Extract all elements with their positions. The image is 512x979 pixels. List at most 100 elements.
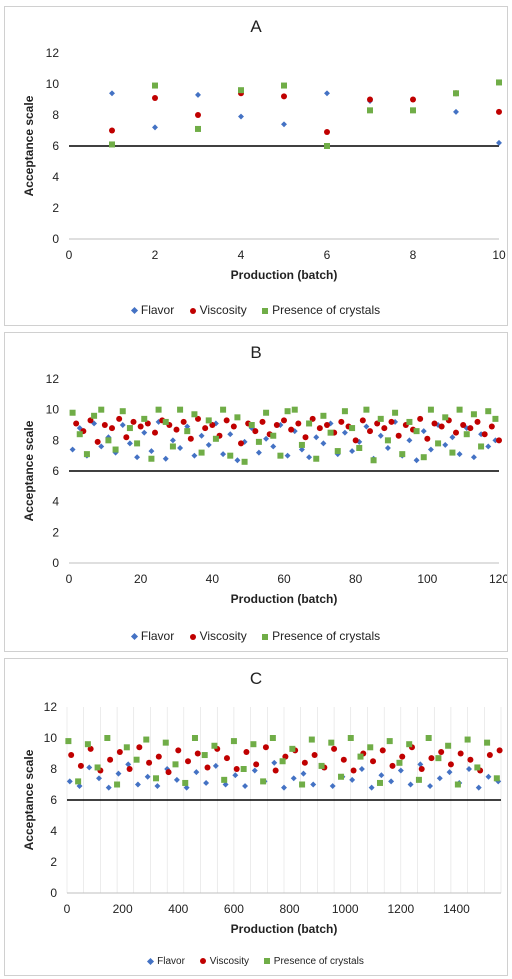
crystals-point [148,455,155,462]
crystals-point [201,752,208,759]
viscosity-point [195,112,201,118]
viscosity-point [338,418,345,425]
x-tick-label: 200 [113,902,133,916]
y-tick-label: 2 [52,201,59,215]
crystals-point [377,415,384,422]
crystals-point [308,736,315,743]
flavor-point [310,781,317,788]
viscosity-point [180,418,187,425]
viscosity-point [238,440,244,447]
y-tick-label: 0 [52,556,59,570]
x-tick-label: 400 [168,902,188,916]
crystals-point [396,759,403,766]
crystals-point [260,778,267,785]
flavor-point [134,781,141,788]
viscosity-point [295,420,302,427]
legend-item-viscosity: Viscosity [199,956,249,967]
crystals-point [291,406,298,413]
flavor-point [378,772,385,779]
crystals-point [341,408,348,415]
viscosity-point [68,752,75,759]
y-tick-label: 6 [52,464,59,478]
crystals-point [119,408,126,415]
y-tick-label: 10 [46,77,60,91]
y-tick-label: 2 [52,525,59,539]
legend-label: Viscosity [199,629,247,643]
crystals-point [427,406,434,413]
chart-panel-a: A 0 2 4 6 8 10 12 0 2 4 6 8 10 Production (batch) Acce… [4,6,508,326]
crystals-point [320,412,327,419]
viscosity-point [272,767,279,774]
x-tick-label: 80 [349,572,363,586]
flavor-point [324,90,330,97]
flavor-point [300,770,307,777]
crystals-point [250,741,257,748]
crystals-point [184,428,191,435]
crystals-point [169,443,176,450]
y-tick-label: 8 [50,762,57,776]
crystals-point [75,778,82,785]
crystals-point [141,415,148,422]
crystals-point [338,773,345,780]
legend-label: Flavor [157,956,185,967]
crystals-point [279,758,286,765]
flavor-point [358,766,365,772]
y-tick-label: 0 [52,232,59,246]
crystals-point [399,451,406,458]
flavor-point [406,437,413,444]
crystals-point [195,125,201,132]
y-tick-label: 8 [52,433,59,447]
crystals-point [493,775,500,782]
x-tick-label: 800 [280,902,300,916]
flavor-point [329,783,336,790]
crystals-point [435,440,442,447]
crystals-point [406,741,413,748]
viscosity-point [165,769,172,776]
flavor-point [271,759,278,766]
flavor-point [169,437,176,444]
viscosity-point [331,745,338,752]
flavor-point [453,108,459,115]
x-tick-label: 40 [206,572,220,586]
crystals-point [334,448,341,455]
y-tick-label: 4 [52,495,59,509]
viscosity-point [194,750,201,757]
x-tick-label: 20 [134,572,148,586]
crystals-point [112,446,119,453]
viscosity-point [496,437,502,444]
x-tick-label: 2 [152,248,159,262]
viscosity-point [282,753,289,760]
crystals-point [172,761,179,768]
crystals-point [327,429,334,436]
crystals-point [453,90,459,97]
flavor-point [238,113,244,120]
crystals-point [104,735,111,741]
circle-marker-icon [189,307,196,314]
crystals-point [363,406,370,413]
flavor-point [407,781,414,788]
crystals-point [84,741,91,748]
flavor-point [456,451,463,458]
viscosity-point [187,435,194,442]
y-tick-label: 6 [50,793,57,807]
flavor-point [290,775,297,782]
viscosity-point [350,767,357,774]
viscosity-point [395,432,402,439]
crystals-point [230,738,237,745]
flavor-point [242,783,249,790]
y-axis-title: Acceptance scale [22,749,36,850]
flavor-point [442,441,449,448]
crystals-point [324,143,330,149]
crystals-point [410,107,416,114]
viscosity-point [352,437,359,444]
viscosity-point [230,423,237,430]
crystals-point [182,779,189,786]
crystals-point [211,742,218,749]
crystals-point [205,417,212,424]
crystals-point [386,738,393,745]
crystals-point [270,432,277,439]
x-tick-label: 1400 [443,902,470,916]
viscosity-point [381,425,388,432]
viscosity-point [288,426,295,433]
viscosity-point [428,755,435,762]
